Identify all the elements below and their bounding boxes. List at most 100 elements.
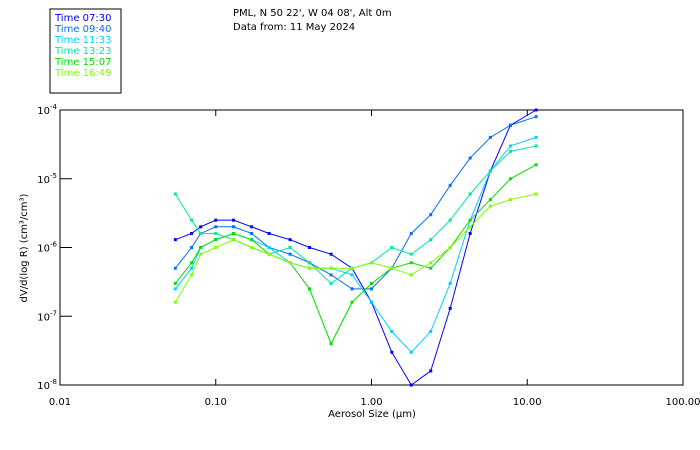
data-point (429, 330, 433, 334)
series-line (174, 145, 537, 285)
data-point (429, 369, 433, 373)
data-point (429, 261, 433, 265)
x-tick-label: 100.00 (666, 397, 700, 408)
x-tick-label: 0.01 (49, 397, 71, 408)
data-point (308, 266, 312, 270)
series-5 (173, 192, 538, 304)
data-point (190, 266, 194, 270)
data-point (173, 287, 177, 291)
data-point (190, 231, 194, 235)
data-point (329, 342, 333, 346)
data-point (409, 261, 413, 265)
axis-ticks: 0.01 0.10 1.00 10.00 100.00 10-4 10-5 10-6 10-7 1… (37, 103, 700, 408)
data-point (288, 246, 292, 249)
data-point (508, 144, 512, 148)
data-point (390, 246, 394, 249)
series-group (173, 108, 538, 387)
data-point (350, 287, 354, 291)
data-point (267, 246, 271, 249)
data-point (508, 149, 512, 153)
series-line (174, 116, 537, 290)
legend-entry: Time 07:30 (54, 13, 111, 24)
chart-subtitle: Data from: 11 May 2024 (233, 22, 355, 33)
legend-entry: Time 09:40 (54, 24, 111, 35)
data-point (250, 225, 254, 229)
legend-entry: Time 15:07 (54, 57, 111, 68)
data-point (429, 266, 433, 270)
data-point (308, 246, 312, 249)
data-point (288, 261, 292, 265)
y-tick-label: 10-4 (37, 103, 57, 117)
data-point (350, 300, 354, 304)
data-point (214, 225, 218, 229)
data-point (173, 238, 177, 242)
data-point (308, 287, 312, 291)
legend-entry: Time 13:23 (54, 46, 111, 57)
x-tick-label: 1.00 (360, 397, 382, 408)
series-1 (173, 115, 538, 291)
data-point (173, 281, 177, 285)
data-point (534, 108, 538, 112)
data-point (409, 383, 413, 387)
data-point (329, 252, 333, 256)
data-point (448, 306, 452, 310)
data-point (173, 266, 177, 270)
data-point (409, 350, 413, 354)
data-point (350, 266, 354, 270)
data-point (468, 225, 472, 229)
chart-title: PML, N 50 22', W 04 08', Alt 0m (233, 8, 392, 19)
data-point (468, 231, 472, 235)
data-point (231, 218, 235, 222)
data-point (370, 287, 373, 291)
x-axis-label: Aerosol Size (μm) (328, 409, 416, 420)
y-tick-label: 10-8 (37, 378, 57, 392)
data-point (250, 238, 254, 242)
data-point (190, 261, 194, 265)
plot-frame (59, 109, 684, 386)
data-point (250, 246, 254, 249)
data-point (329, 266, 333, 270)
series-0 (173, 108, 538, 387)
series-line (174, 193, 537, 303)
series-line (175, 109, 537, 386)
data-point (468, 218, 472, 222)
data-point (409, 231, 413, 235)
y-tick-label: 10-7 (37, 309, 57, 323)
data-point (329, 281, 333, 285)
data-point (508, 177, 512, 181)
x-tick-label: 10.00 (513, 397, 542, 408)
data-point (267, 252, 271, 256)
series-line (174, 136, 537, 353)
data-point (308, 261, 312, 265)
y-axis-label: dV/d(log R) (cm³/cm³) (19, 193, 30, 302)
data-point (288, 238, 292, 242)
data-point (429, 238, 433, 242)
y-tick-label: 10-5 (37, 172, 57, 186)
data-point (409, 273, 413, 277)
data-point (429, 213, 433, 217)
data-point (250, 231, 254, 235)
data-point (468, 192, 472, 196)
data-point (390, 350, 394, 354)
data-point (534, 135, 538, 139)
legend-box (49, 8, 122, 94)
data-point (214, 231, 218, 235)
data-point (173, 192, 177, 196)
data-point (448, 246, 452, 249)
data-point (534, 144, 538, 148)
data-point (448, 183, 452, 187)
series-line (174, 164, 537, 345)
data-point (199, 246, 203, 249)
data-point (534, 115, 538, 119)
data-point (350, 273, 354, 277)
data-point (508, 123, 512, 127)
data-point (409, 252, 413, 256)
legend-entry: Time 11:33 (54, 35, 111, 46)
data-point (199, 252, 203, 256)
data-point (468, 156, 472, 160)
data-point (488, 204, 492, 208)
y-tick-label: 10-6 (37, 241, 57, 255)
data-point (488, 169, 492, 173)
data-point (488, 197, 492, 201)
